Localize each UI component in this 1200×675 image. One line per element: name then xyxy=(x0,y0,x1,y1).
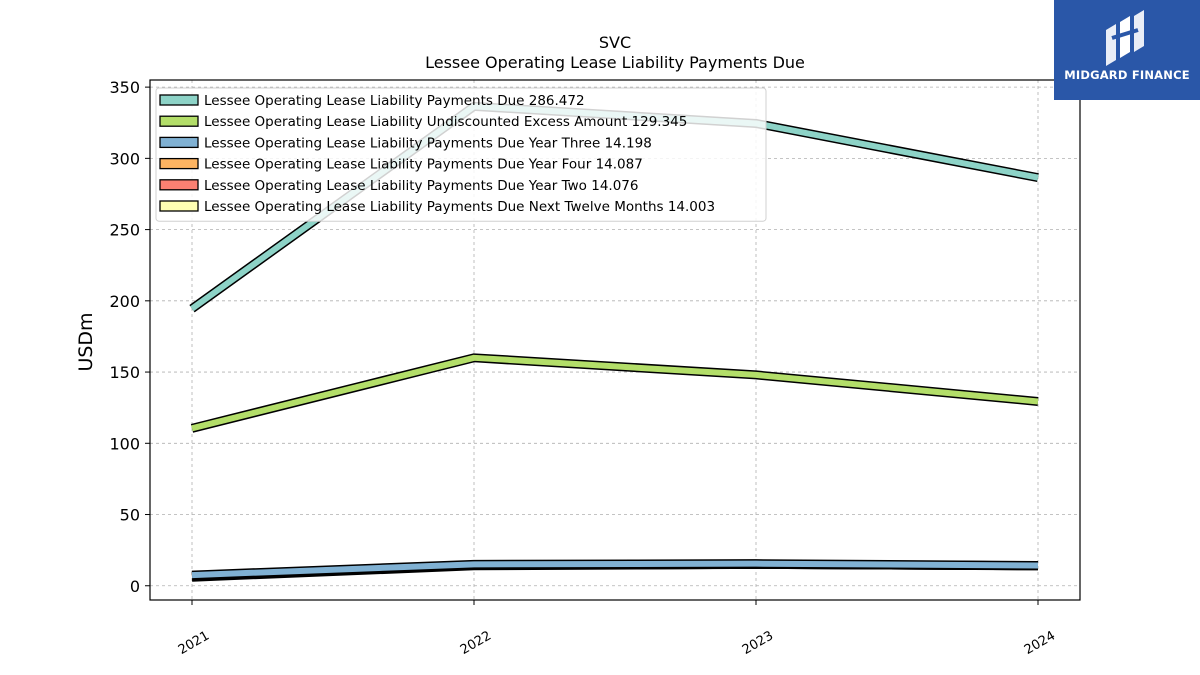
legend-entry: Lessee Operating Lease Liability Payment… xyxy=(204,93,585,109)
y-tick-label: 0 xyxy=(130,577,140,596)
legend-entry: Lessee Operating Lease Liability Payment… xyxy=(204,178,638,194)
brand-name: MIDGARD FINANCE xyxy=(1064,68,1190,82)
legend-swatch xyxy=(159,200,199,212)
series-line xyxy=(191,560,1039,579)
y-tick-label: 250 xyxy=(109,221,140,240)
legend-entry: Lessee Operating Lease Liability Payment… xyxy=(204,135,652,151)
series-lines xyxy=(189,101,1039,582)
y-axis: 0 50 100 150 200 250 300 350 xyxy=(109,78,150,596)
legend-entry: Lessee Operating Lease Liability Undisco… xyxy=(204,114,687,130)
x-tick-label: 2023 xyxy=(740,628,776,658)
legend-swatch xyxy=(159,115,199,127)
brand-logo: MIDGARD FINANCE xyxy=(1054,0,1200,100)
legend-swatch xyxy=(159,94,199,106)
y-tick-label: 50 xyxy=(120,506,140,525)
x-tick-label: 2022 xyxy=(458,628,494,658)
chart-title: SVC xyxy=(599,33,631,52)
x-tick-label: 2021 xyxy=(176,628,212,658)
legend-swatch xyxy=(159,136,199,149)
midgard-logo-icon xyxy=(1106,10,1144,66)
x-axis: 2021 2022 2023 2024 xyxy=(176,600,1058,658)
x-tick-label: 2024 xyxy=(1022,628,1058,658)
y-tick-label: 300 xyxy=(109,149,140,168)
y-tick-label: 100 xyxy=(109,434,140,453)
legend-swatch xyxy=(159,179,199,191)
legend-entry: Lessee Operating Lease Liability Payment… xyxy=(204,199,715,215)
legend-swatch xyxy=(159,157,199,170)
legend-box xyxy=(155,87,767,222)
y-tick-label: 150 xyxy=(109,363,140,382)
plot-area xyxy=(149,79,1081,601)
chart-subtitle: Lessee Operating Lease Liability Payment… xyxy=(425,53,805,72)
y-tick-label: 350 xyxy=(109,78,140,97)
y-tick-label: 200 xyxy=(109,292,140,311)
legend-entry: Lessee Operating Lease Liability Payment… xyxy=(204,157,643,173)
legend: Lessee Operating Lease Liability Payment… xyxy=(155,87,767,222)
y-axis-label: USDm xyxy=(75,312,97,371)
series-line xyxy=(191,354,1039,432)
